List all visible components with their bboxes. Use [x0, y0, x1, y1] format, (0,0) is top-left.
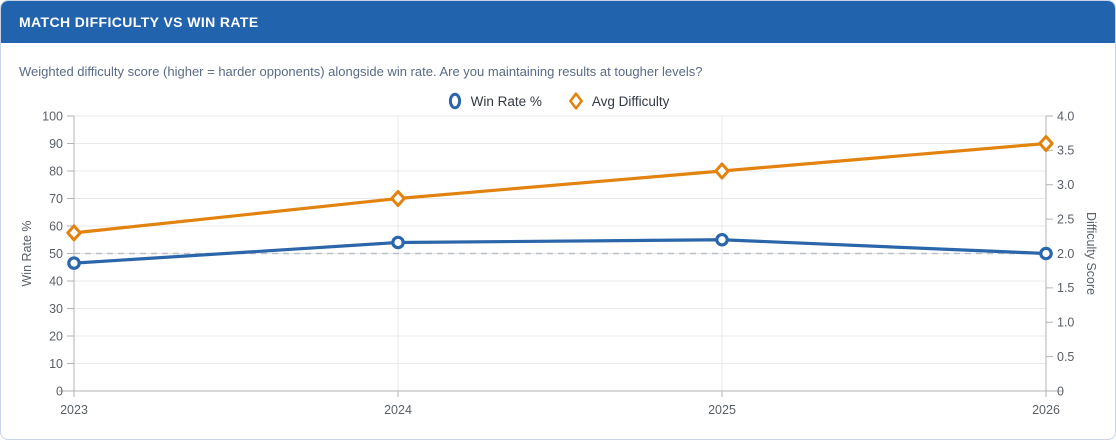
win-rate-point-2026: [1039, 246, 1053, 261]
left-tick-label: 100: [42, 111, 63, 123]
x-tick-label-2023: 2023: [60, 403, 88, 417]
chart-legend: Win Rate % Avg Difficulty: [1, 91, 1115, 111]
series-line-win-rate: [72, 238, 1048, 265]
legend-item-avg-difficulty[interactable]: Avg Difficulty: [568, 92, 670, 110]
win-rate-point-2024: [391, 235, 405, 250]
x-tick-label-2025: 2025: [708, 403, 736, 417]
right-tick-label: 2.5: [1057, 212, 1074, 226]
left-tick-label: 10: [49, 357, 63, 371]
legend-item-win-rate[interactable]: Win Rate %: [447, 92, 542, 110]
right-tick-label: 3.5: [1057, 144, 1074, 158]
right-tick-label: 3.0: [1057, 178, 1074, 192]
avg-difficulty-diamond-icon: [568, 92, 583, 110]
right-axis-title: Difficulty Score: [1084, 212, 1098, 295]
win-rate-point-2023: [67, 256, 81, 270]
left-tick-label: 40: [49, 274, 63, 288]
left-tick-label: 60: [49, 219, 63, 233]
avg-difficulty-point-2023: [66, 224, 82, 242]
card-title: MATCH DIFFICULTY VS WIN RATE: [19, 14, 259, 30]
avg-difficulty-point-2026: [1038, 135, 1054, 152]
difficulty-winrate-chart: 0 10 20 30 40 50 60 70 80 90 100 0 0.5 1.0 1.5 2.0 2.5 3.…: [20, 111, 1098, 417]
x-tick-label-2024: 2024: [384, 403, 412, 417]
legend-label-avg-difficulty: Avg Difficulty: [591, 93, 670, 109]
card-header: MATCH DIFFICULTY VS WIN RATE: [1, 1, 1115, 43]
legend-label-win-rate: Win Rate %: [470, 93, 542, 109]
left-tick-label: 20: [49, 329, 63, 343]
chart-subtitle: Weighted difficulty score (higher = hard…: [19, 64, 703, 79]
win-rate-circle-icon: [448, 92, 461, 110]
right-tick-label: 4.0: [1057, 111, 1074, 123]
right-tick-label: 0.5: [1057, 350, 1074, 364]
right-tick-label: 1.0: [1057, 316, 1074, 330]
avg-difficulty-point-2025: [714, 162, 730, 180]
left-tick-label: 0: [56, 384, 63, 398]
left-tick-label: 30: [49, 302, 63, 316]
x-tick-label-2026: 2026: [1032, 403, 1060, 417]
series-line-avg-difficulty: [72, 141, 1048, 235]
win-rate-point-2025: [715, 232, 729, 247]
left-tick-label: 90: [49, 137, 63, 151]
left-tick-label: 80: [49, 164, 63, 178]
left-tick-label: 50: [49, 247, 63, 261]
right-tick-label: 2.0: [1057, 247, 1074, 261]
left-tick-label: 70: [49, 192, 63, 206]
right-tick-label: 1.5: [1057, 281, 1074, 295]
avg-difficulty-point-2024: [390, 190, 406, 207]
left-axis-title: Win Rate %: [20, 221, 34, 287]
right-tick-label: 0: [1057, 384, 1064, 398]
